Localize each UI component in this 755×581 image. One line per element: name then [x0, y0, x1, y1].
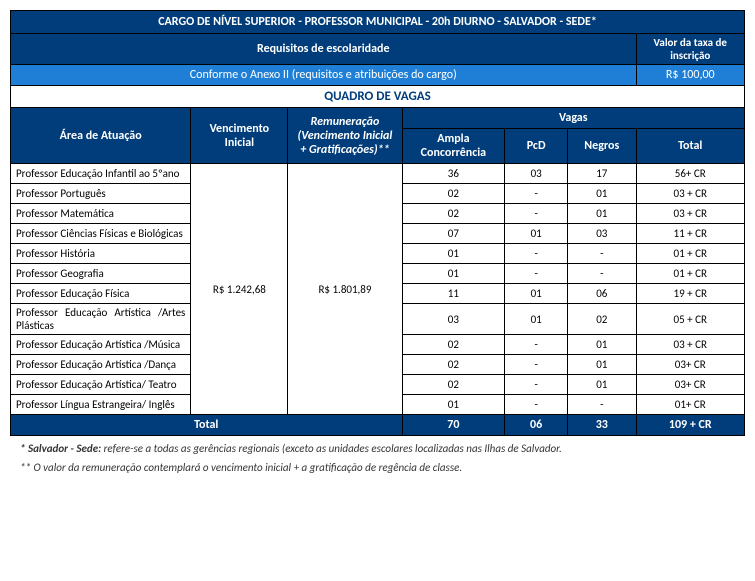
- cell-negros: -: [568, 395, 636, 415]
- cell-total: 03+ CR: [636, 375, 744, 395]
- cell-pcd: -: [505, 264, 568, 284]
- taxa-label: Valor da taxa de inscrição: [636, 34, 744, 65]
- footnote-1-rest: refere-se a todas as gerências regionais…: [101, 442, 562, 455]
- total-pcd: 06: [505, 415, 568, 436]
- total-ampla: 70: [402, 415, 505, 436]
- cell-negros: 03: [568, 224, 636, 244]
- cell-area: Professor Educação Artística /Música: [11, 335, 191, 355]
- vacancies-table: CARGO DE NÍVEL SUPERIOR - PROFESSOR MUNI…: [10, 10, 745, 436]
- col-ampla: Ampla Concorrência: [402, 129, 505, 164]
- cell-ampla: 02: [402, 335, 505, 355]
- cell-total: 03 + CR: [636, 335, 744, 355]
- total-negros: 33: [568, 415, 636, 436]
- cell-total: 01 + CR: [636, 264, 744, 284]
- col-vagas: Vagas: [402, 108, 744, 129]
- cell-vencimento: R$ 1.242,68: [191, 164, 288, 415]
- cell-ampla: 07: [402, 224, 505, 244]
- cell-pcd: 01: [505, 284, 568, 304]
- footnote-1: * Salvador - Sede: refere-se a todas as …: [10, 442, 745, 455]
- cell-area: Professor Língua Estrangeira/ Inglês: [11, 395, 191, 415]
- cell-negros: 01: [568, 375, 636, 395]
- cell-area: Professor Educação Artística /Artes Plás…: [11, 304, 191, 335]
- cell-area: Professor Ciências Físicas e Biológicas: [11, 224, 191, 244]
- cell-area: Professor Educação Artística/ Teatro: [11, 375, 191, 395]
- cell-pcd: -: [505, 244, 568, 264]
- cell-area: Professor Educação Artística /Dança: [11, 355, 191, 375]
- requisitos-value: Conforme o Anexo II (requisitos e atribu…: [11, 65, 637, 86]
- cell-area: Professor Educação Física: [11, 284, 191, 304]
- cell-pcd: -: [505, 335, 568, 355]
- cell-negros: 01: [568, 355, 636, 375]
- cell-total: 01+ CR: [636, 395, 744, 415]
- footnote-1-bold: * Salvador - Sede:: [20, 442, 101, 455]
- cell-pcd: -: [505, 355, 568, 375]
- col-negros: Negros: [568, 129, 636, 164]
- cell-remuneracao: R$ 1.801,89: [288, 164, 402, 415]
- cell-pcd: 01: [505, 224, 568, 244]
- cell-total: 05 + CR: [636, 304, 744, 335]
- cell-negros: 01: [568, 335, 636, 355]
- cell-area: Professor Matemática: [11, 204, 191, 224]
- cell-pcd: -: [505, 375, 568, 395]
- cell-area: Professor Educação Infantil ao 5ºano: [11, 164, 191, 184]
- total-total: 109 + CR: [636, 415, 744, 436]
- cell-ampla: 01: [402, 244, 505, 264]
- cell-ampla: 03: [402, 304, 505, 335]
- requisitos-label: Requisitos de escolaridade: [11, 34, 637, 65]
- cell-pcd: -: [505, 204, 568, 224]
- col-vencimento: Vencimento Inicial: [191, 108, 288, 164]
- quadro-label: QUADRO DE VAGAS: [11, 86, 745, 108]
- cell-negros: -: [568, 244, 636, 264]
- cell-ampla: 11: [402, 284, 505, 304]
- cell-negros: -: [568, 264, 636, 284]
- taxa-value: R$ 100,00: [636, 65, 744, 86]
- col-area: Área de Atuação: [11, 108, 191, 164]
- col-pcd: PcD: [505, 129, 568, 164]
- cell-total: 03+ CR: [636, 355, 744, 375]
- col-total: Total: [636, 129, 744, 164]
- cell-ampla: 02: [402, 355, 505, 375]
- cell-pcd: -: [505, 184, 568, 204]
- cell-ampla: 36: [402, 164, 505, 184]
- cell-ampla: 01: [402, 264, 505, 284]
- cell-pcd: 03: [505, 164, 568, 184]
- cell-pcd: 01: [505, 304, 568, 335]
- total-label: Total: [11, 415, 403, 436]
- cell-ampla: 02: [402, 204, 505, 224]
- cell-negros: 06: [568, 284, 636, 304]
- cell-area: Professor Geografia: [11, 264, 191, 284]
- cell-ampla: 02: [402, 375, 505, 395]
- cell-total: 01 + CR: [636, 244, 744, 264]
- cell-negros: 17: [568, 164, 636, 184]
- cell-total: 11 + CR: [636, 224, 744, 244]
- cell-pcd: -: [505, 395, 568, 415]
- cell-total: 03 + CR: [636, 204, 744, 224]
- cell-total: 19 + CR: [636, 284, 744, 304]
- cell-total: 03 + CR: [636, 184, 744, 204]
- cell-area: Professor História: [11, 244, 191, 264]
- cell-negros: 01: [568, 204, 636, 224]
- cell-ampla: 01: [402, 395, 505, 415]
- footnote-2: ** O valor da remuneração contemplará o …: [10, 461, 745, 474]
- cell-ampla: 02: [402, 184, 505, 204]
- col-remuneracao: Remuneração (Vencimento Inicial + Gratif…: [288, 108, 402, 164]
- total-row: Total 70 06 33 109 + CR: [11, 415, 745, 436]
- cell-total: 56+ CR: [636, 164, 744, 184]
- table-row: Professor Educação Infantil ao 5ºanoR$ 1…: [11, 164, 745, 184]
- cell-negros: 02: [568, 304, 636, 335]
- cell-negros: 01: [568, 184, 636, 204]
- cell-area: Professor Português: [11, 184, 191, 204]
- table-title: CARGO DE NÍVEL SUPERIOR - PROFESSOR MUNI…: [11, 11, 745, 34]
